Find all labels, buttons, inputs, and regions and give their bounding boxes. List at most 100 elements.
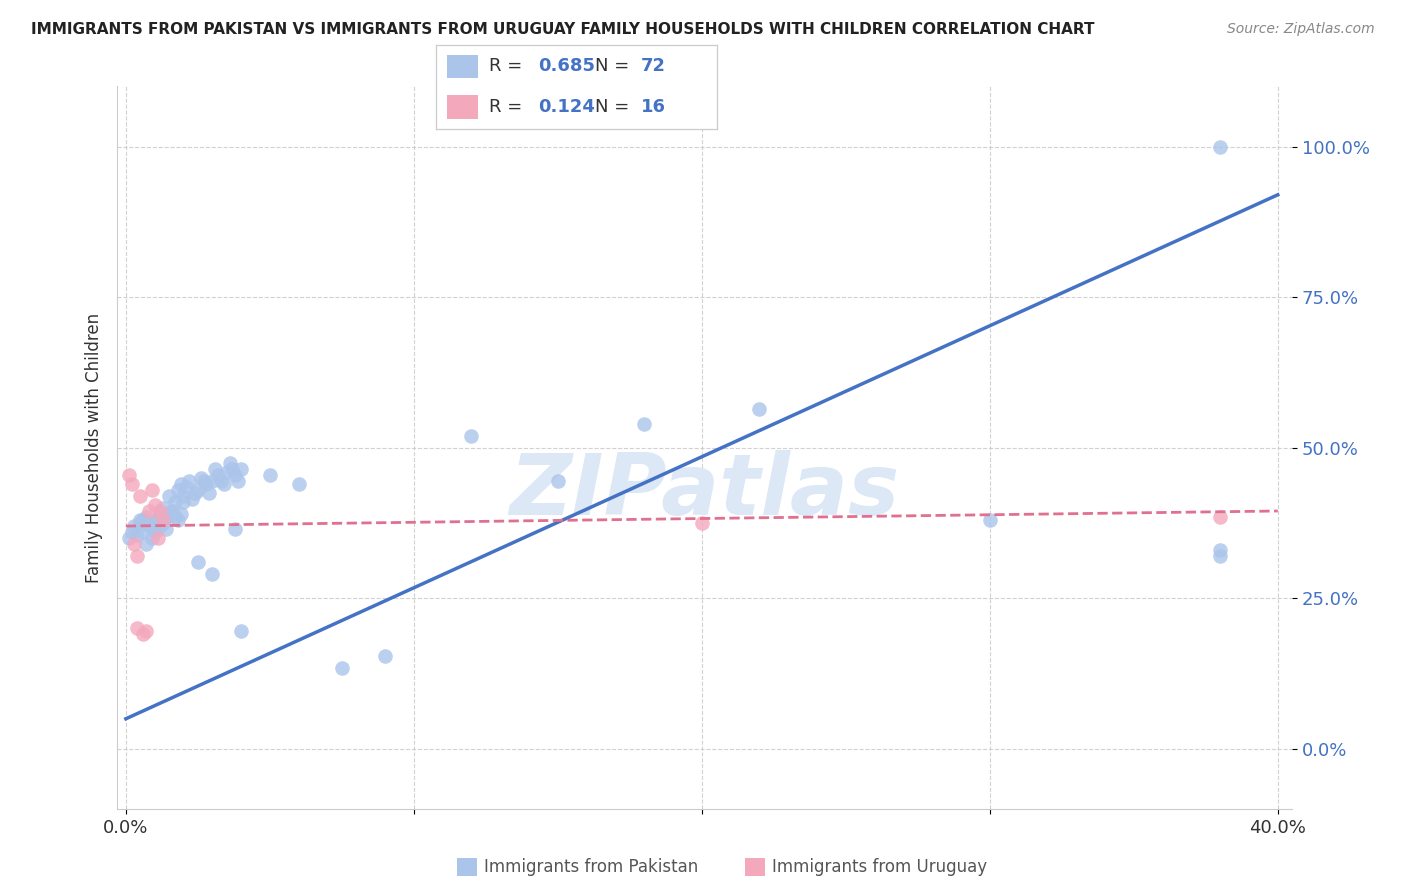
Point [121,524,143,539]
Point [979,513,1001,527]
Point [157,507,180,521]
Point [121,476,143,491]
Point [141,531,163,545]
Point [195,476,218,491]
Point [207,467,229,482]
Text: Immigrants from Uruguay: Immigrants from Uruguay [772,858,987,876]
Point [155,522,177,536]
Point [118,531,141,545]
Text: Source: ZipAtlas.com: Source: ZipAtlas.com [1227,22,1375,37]
Point [152,500,174,515]
Text: N =: N = [595,57,634,75]
Point [124,519,146,533]
Point [149,519,172,533]
Text: N =: N = [595,98,634,116]
Point [149,507,172,521]
Point [209,474,232,488]
Point [160,504,183,518]
Text: R =: R = [489,57,529,75]
Point [179,474,201,488]
Point [187,483,209,497]
Point [132,524,155,539]
Point [135,537,157,551]
Point [330,660,353,674]
Point [198,486,221,500]
Point [146,513,169,527]
Text: R =: R = [489,98,534,116]
Point [229,462,252,476]
Y-axis label: Family Households with Children: Family Households with Children [86,313,103,582]
Point [166,483,188,497]
Point [143,498,166,512]
Point [1209,510,1232,524]
Point [169,507,191,521]
Point [633,417,655,431]
Point [172,489,194,503]
Point [212,476,235,491]
Point [187,555,209,569]
Point [226,474,249,488]
Point [129,516,152,530]
Text: 72: 72 [641,57,666,75]
Point [127,622,149,636]
Point [193,474,215,488]
Text: Immigrants from Pakistan: Immigrants from Pakistan [484,858,697,876]
Point [181,491,204,506]
Bar [447,95,478,120]
Point [224,467,246,482]
Point [143,522,166,536]
Point [1209,543,1232,558]
Point [190,471,212,485]
Point [166,513,188,527]
Point [152,513,174,527]
Point [146,513,169,527]
Point [141,519,163,533]
Point [163,510,186,524]
Point [547,474,569,488]
Point [138,516,160,530]
Point [201,474,224,488]
Point [204,462,226,476]
Point [129,489,152,503]
Point [374,648,396,663]
Text: 16: 16 [641,98,666,116]
Point [160,504,183,518]
Point [259,467,281,482]
Point [748,401,770,416]
Text: IMMIGRANTS FROM PAKISTAN VS IMMIGRANTS FROM URUGUAY FAMILY HOUSEHOLDS WITH CHILD: IMMIGRANTS FROM PAKISTAN VS IMMIGRANTS F… [31,22,1094,37]
Point [135,510,157,524]
Point [163,495,186,509]
Point [132,627,155,641]
Point [1209,549,1232,564]
Point [690,516,713,530]
Text: ZIPatlas: ZIPatlas [509,450,900,533]
Point [229,624,252,639]
Text: 0.685: 0.685 [538,57,596,75]
Point [149,504,172,518]
Point [215,465,238,479]
Point [152,516,174,530]
Point [129,513,152,527]
Text: 0.124: 0.124 [538,98,595,116]
Bar [447,54,478,78]
Point [169,476,191,491]
Point [146,531,169,545]
Point [155,510,177,524]
Point [143,524,166,539]
Point [172,495,194,509]
Point [132,513,155,527]
Point [218,456,240,470]
Point [460,428,482,442]
Point [184,486,207,500]
Point [157,489,180,503]
Point [141,483,163,497]
Point [124,537,146,551]
Point [138,519,160,533]
Point [201,567,224,582]
Point [221,462,243,476]
Point [287,476,309,491]
Point [224,522,246,536]
Point [127,528,149,542]
Point [135,624,157,639]
Point [176,480,198,494]
